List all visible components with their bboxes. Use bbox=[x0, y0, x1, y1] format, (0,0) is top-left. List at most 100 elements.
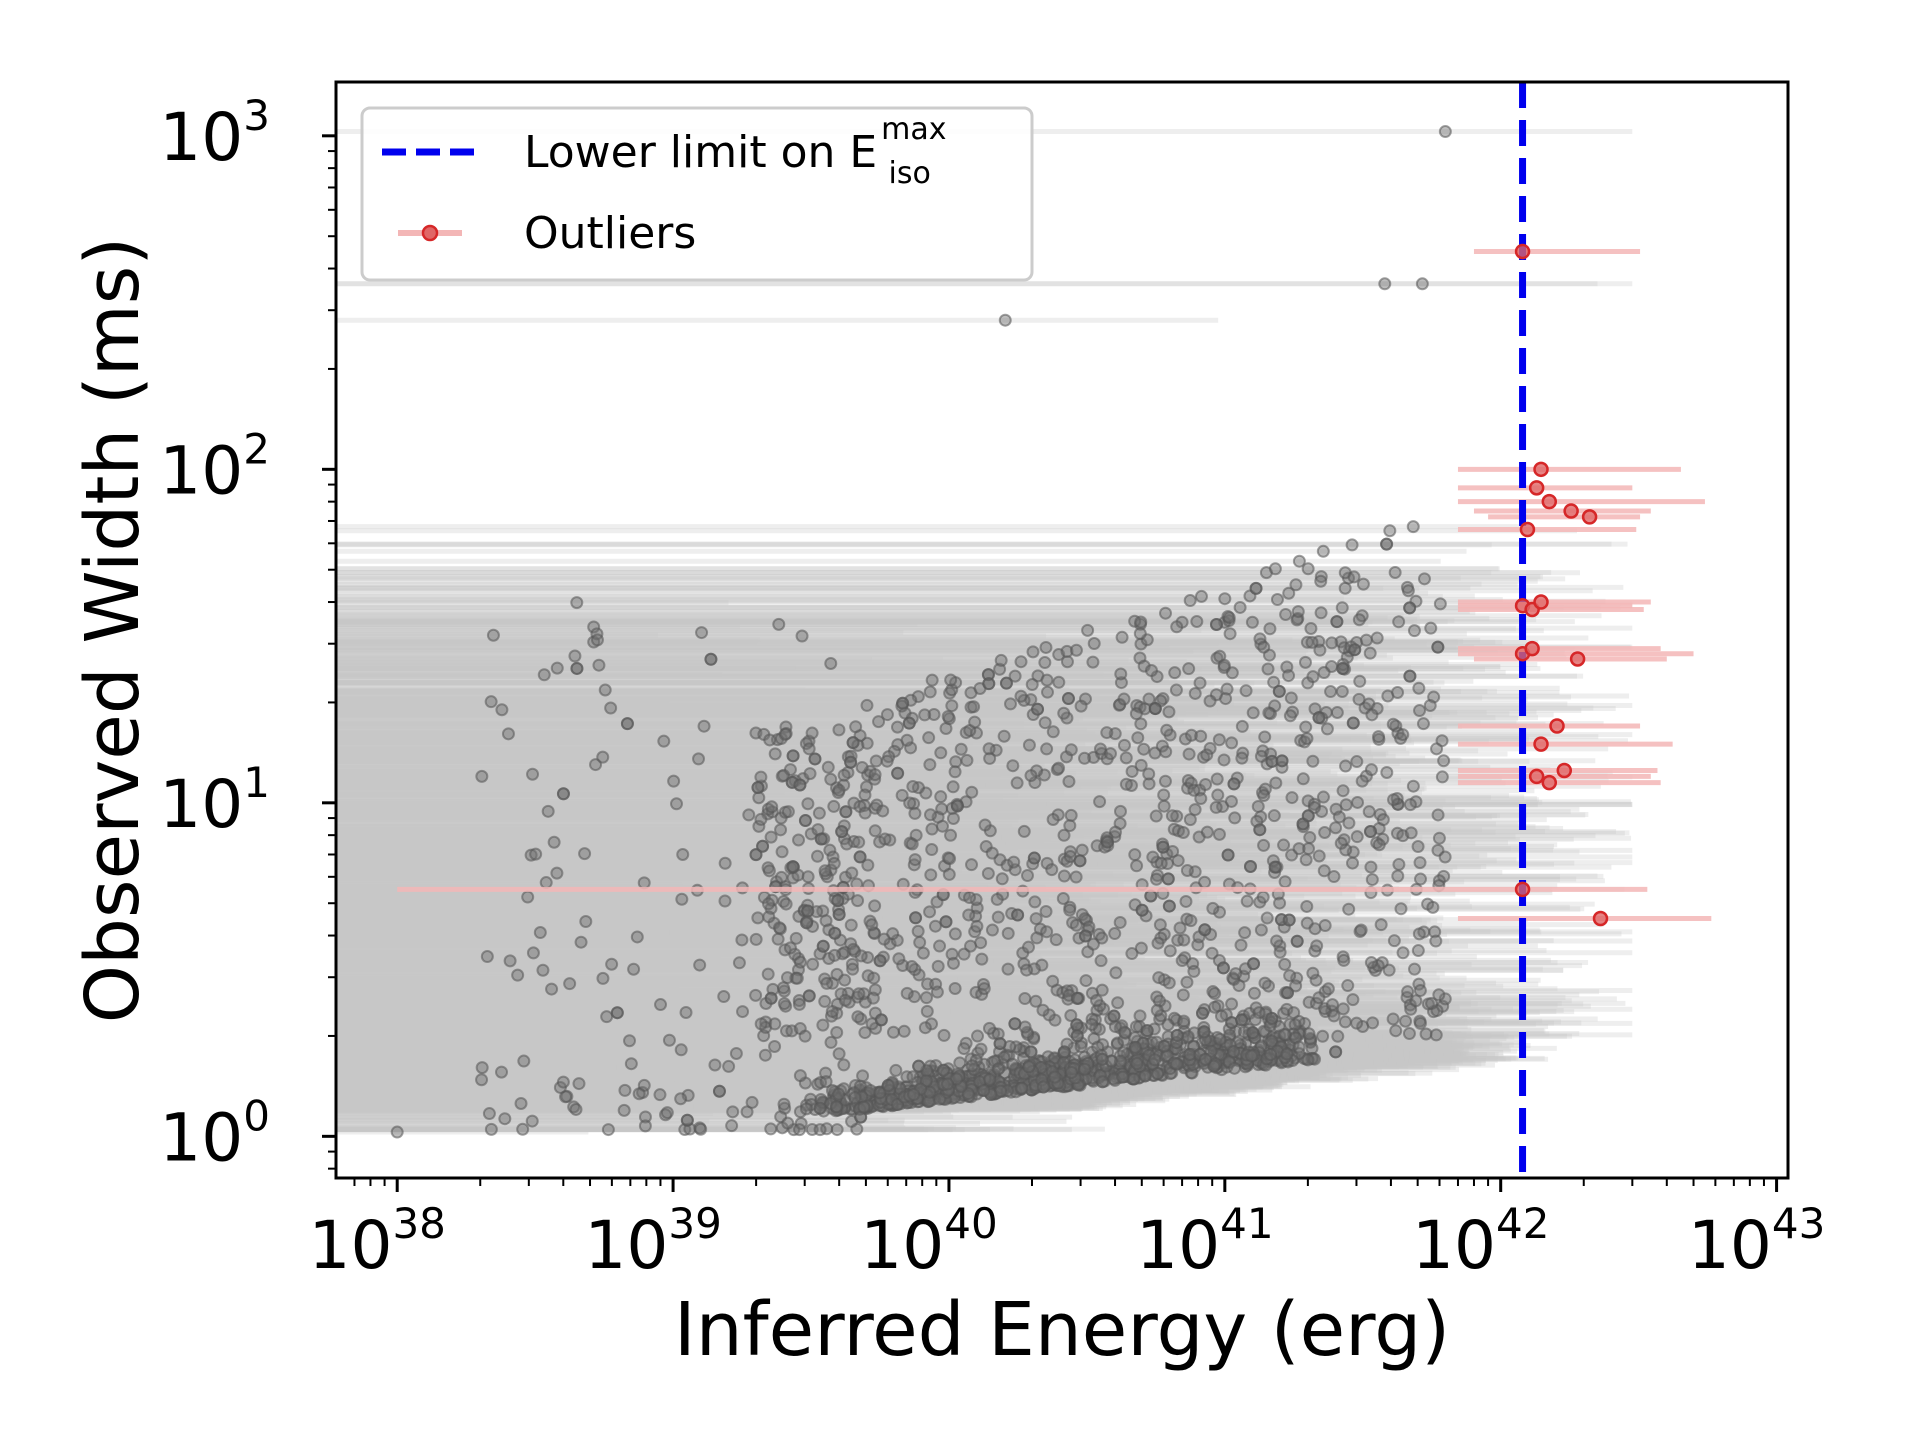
bg-point bbox=[1378, 277, 1392, 291]
bg-point bbox=[1306, 966, 1320, 980]
bg-point bbox=[1240, 894, 1254, 908]
y-axis-title: Observed Width (ms) bbox=[70, 237, 156, 1023]
bg-point bbox=[679, 1005, 693, 1019]
bg-point bbox=[1336, 784, 1350, 798]
bg-point bbox=[1341, 979, 1355, 993]
bg-point bbox=[803, 767, 817, 781]
bg-point bbox=[967, 700, 981, 714]
bg-point bbox=[1412, 681, 1426, 695]
bg-point bbox=[572, 1077, 586, 1091]
bg-point bbox=[1372, 730, 1386, 744]
bg-point bbox=[923, 808, 937, 822]
bg-point bbox=[781, 805, 795, 819]
bg-point bbox=[660, 1106, 674, 1120]
bg-point bbox=[942, 867, 956, 881]
bg-point bbox=[1194, 589, 1208, 603]
bg-point bbox=[735, 933, 749, 947]
bg-point bbox=[1435, 770, 1449, 784]
bg-point bbox=[1438, 992, 1452, 1006]
bg-point bbox=[1346, 856, 1360, 870]
bg-point bbox=[1162, 705, 1176, 719]
bg-point bbox=[1152, 994, 1166, 1008]
bg-point bbox=[1292, 1040, 1306, 1054]
bg-point bbox=[1229, 967, 1243, 981]
bg-point bbox=[928, 919, 942, 933]
bg-point bbox=[828, 926, 842, 940]
bg-point bbox=[1317, 666, 1331, 680]
outlier-point bbox=[1549, 718, 1565, 734]
bg-point bbox=[1310, 939, 1324, 953]
bg-point bbox=[1281, 986, 1295, 1000]
bg-point bbox=[804, 827, 818, 841]
bg-point bbox=[954, 742, 968, 756]
bg-point bbox=[965, 785, 979, 799]
bg-point bbox=[1036, 1003, 1050, 1017]
bg-point bbox=[974, 1042, 988, 1056]
bg-point bbox=[1133, 627, 1147, 641]
bg-point bbox=[858, 806, 872, 820]
bg-point bbox=[480, 950, 494, 964]
bg-point bbox=[1273, 945, 1287, 959]
bg-point bbox=[1429, 934, 1443, 948]
bg-point bbox=[475, 1073, 489, 1087]
bg-point bbox=[848, 1091, 862, 1105]
bg-point bbox=[1312, 849, 1326, 863]
bg-point bbox=[1018, 992, 1032, 1006]
bg-point bbox=[896, 696, 910, 710]
bg-point bbox=[484, 1122, 498, 1136]
bg-point bbox=[1438, 125, 1452, 139]
bg-point bbox=[1190, 614, 1204, 628]
bg-point bbox=[806, 957, 820, 971]
bg-point bbox=[977, 982, 991, 996]
bg-point bbox=[1251, 799, 1265, 813]
bg-point bbox=[877, 932, 891, 946]
bg-point bbox=[1262, 706, 1276, 720]
bg-point bbox=[1138, 1069, 1152, 1083]
bg-point bbox=[1346, 716, 1360, 730]
bg-point bbox=[865, 918, 879, 932]
bg-point bbox=[1213, 905, 1227, 919]
bg-point bbox=[1171, 854, 1185, 868]
bg-point bbox=[983, 1072, 997, 1086]
bg-point bbox=[1431, 808, 1445, 822]
bg-point bbox=[623, 1034, 637, 1048]
bg-point bbox=[825, 1004, 839, 1018]
bg-point bbox=[1394, 902, 1408, 916]
bg-point bbox=[948, 927, 962, 941]
bg-point bbox=[1316, 790, 1330, 804]
bg-point bbox=[1364, 956, 1378, 970]
bg-point bbox=[1025, 678, 1039, 692]
bg-point bbox=[1151, 1067, 1165, 1081]
bg-point bbox=[934, 790, 948, 804]
bg-point bbox=[985, 846, 999, 860]
bg-point bbox=[1235, 751, 1249, 765]
bg-point bbox=[574, 935, 588, 949]
bg-point bbox=[754, 1017, 768, 1031]
bg-point bbox=[1316, 544, 1330, 558]
bg-point bbox=[657, 734, 671, 748]
bg-point bbox=[950, 799, 964, 813]
bg-point bbox=[1337, 953, 1351, 967]
bg-point bbox=[1365, 708, 1379, 722]
bg-point bbox=[1320, 722, 1334, 736]
bg-point bbox=[729, 1046, 743, 1060]
bg-point bbox=[786, 860, 800, 874]
bg-point bbox=[1406, 520, 1420, 534]
bg-point bbox=[1335, 684, 1349, 698]
bg-point bbox=[837, 768, 851, 782]
bg-point bbox=[598, 683, 612, 697]
bg-point bbox=[944, 673, 958, 687]
bg-point bbox=[1245, 1049, 1259, 1063]
bg-point bbox=[1074, 1040, 1088, 1054]
bg-point bbox=[1366, 1016, 1380, 1030]
bg-point bbox=[777, 997, 791, 1011]
bg-point bbox=[945, 683, 959, 697]
bg-point bbox=[1431, 640, 1445, 654]
bg-point bbox=[1070, 991, 1084, 1005]
legend-outlier-label: Outliers bbox=[524, 208, 696, 259]
bg-point bbox=[1300, 731, 1314, 745]
bg-point bbox=[907, 1088, 921, 1102]
bg-point bbox=[695, 626, 709, 640]
outlier-point bbox=[1528, 480, 1545, 496]
bg-point bbox=[1239, 684, 1253, 698]
